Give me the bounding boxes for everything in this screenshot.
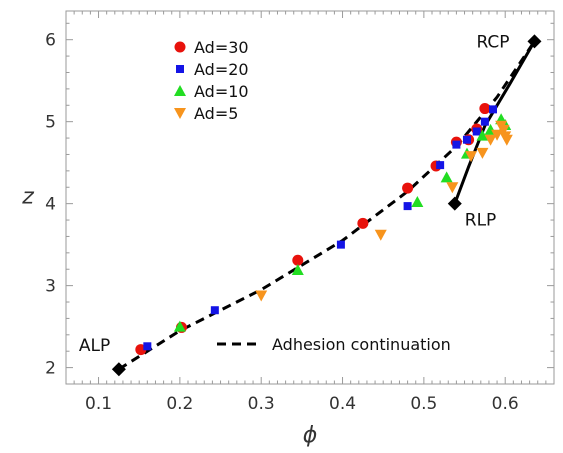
x-tick-label: 0.3 <box>248 394 275 414</box>
legend-label: Ad=30 <box>194 38 249 57</box>
legend-marker-ad-20 <box>176 65 184 73</box>
data-point-ad-10 <box>440 171 453 183</box>
y-tick-label: 2 <box>45 359 56 379</box>
data-point-ad-5 <box>465 151 478 163</box>
data-point-ad-20 <box>489 105 497 114</box>
legend-label: Ad=5 <box>194 104 238 123</box>
legend-marker-ad-10 <box>174 85 186 96</box>
data-point-ad-5 <box>446 182 459 194</box>
data-point-ad-5 <box>476 147 489 159</box>
y-tick-label: 3 <box>45 277 56 297</box>
data-point-ad-20 <box>462 135 471 144</box>
data-point-ad-5 <box>500 134 513 146</box>
diamond-point-rcp <box>527 34 542 49</box>
data-point-ad-5 <box>484 134 497 146</box>
x-axis-title: ϕ <box>303 423 318 448</box>
y-tick-label: 4 <box>45 195 56 215</box>
data-point-ad-30 <box>402 182 414 194</box>
data-point-ad-20 <box>452 140 461 149</box>
data-point-ad-10 <box>476 129 489 141</box>
annotation-alp: ALP <box>79 336 110 356</box>
data-point-ad-20 <box>472 127 481 136</box>
data-point-ad-30 <box>479 103 491 115</box>
data-point-ad-20 <box>143 342 152 351</box>
y-tick-label: 5 <box>45 113 56 133</box>
legend-label: Ad=20 <box>194 60 249 79</box>
data-point-ad-30 <box>357 217 369 229</box>
x-tick-label: 0.2 <box>166 394 193 414</box>
data-point-ad-5 <box>374 229 387 241</box>
x-tick-label: 0.5 <box>410 394 437 414</box>
data-point-ad-20 <box>403 202 412 211</box>
legend-label: Ad=10 <box>194 82 249 101</box>
x-tick-label: 0.4 <box>329 394 356 414</box>
data-point-ad-20 <box>436 161 445 170</box>
y-tick-label: 6 <box>45 31 56 51</box>
annotation-rlp: RLP <box>465 211 497 231</box>
annotation-rcp: RCP <box>476 32 509 52</box>
legend-marker-ad-30 <box>174 41 186 53</box>
data-point-ad-20 <box>210 306 219 315</box>
diamond-point-alp <box>111 362 126 377</box>
rlp-rcp-line <box>453 40 536 205</box>
data-point-ad-5 <box>497 124 510 136</box>
data-point-ad-30 <box>292 254 304 266</box>
diamond-point-rlp <box>447 196 462 211</box>
y-axis-title: z <box>21 185 34 210</box>
data-point-ad-10 <box>173 320 186 332</box>
data-point-ad-20 <box>480 117 489 126</box>
data-point-ad-10 <box>291 264 304 276</box>
data-point-ad-5 <box>255 290 268 302</box>
legend-marker-ad-5 <box>174 108 186 119</box>
x-tick-label: 0.6 <box>492 394 519 414</box>
x-tick-label: 0.1 <box>85 394 112 414</box>
plot-frame <box>65 10 555 385</box>
data-point-ad-20 <box>336 240 345 249</box>
data-point-ad-10 <box>411 196 424 208</box>
legend-label-adhesion: Adhesion continuation <box>272 335 451 354</box>
